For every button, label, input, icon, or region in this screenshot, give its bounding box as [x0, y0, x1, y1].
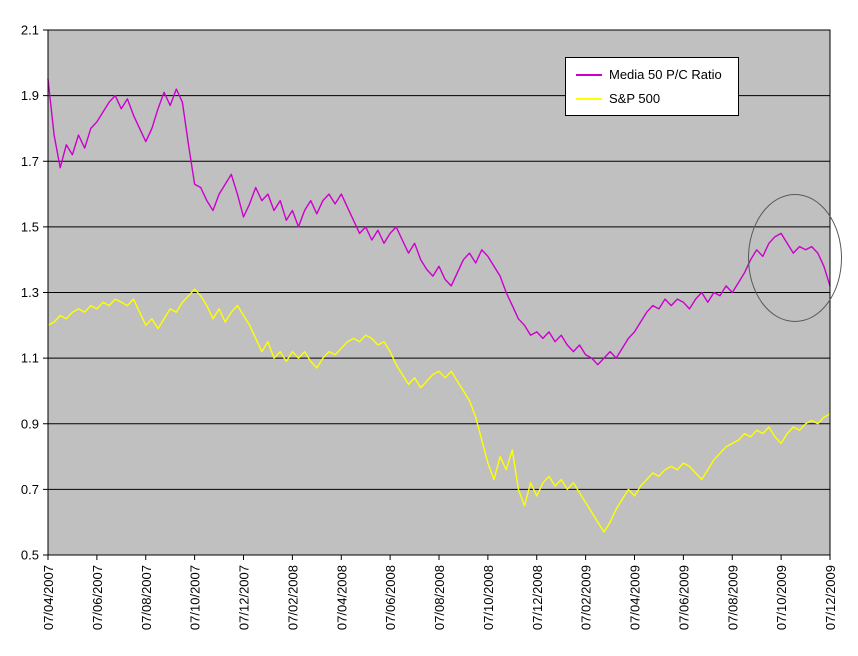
- legend-line-sample-yellow-icon: [576, 97, 602, 100]
- svg-text:07/08/2009: 07/08/2009: [725, 565, 740, 630]
- legend-label-sp500: S&P 500: [609, 91, 661, 106]
- svg-text:0.5: 0.5: [21, 548, 39, 563]
- svg-text:07/04/2009: 07/04/2009: [628, 565, 643, 630]
- svg-text:0.9: 0.9: [21, 416, 39, 431]
- svg-text:07/10/2008: 07/10/2008: [481, 565, 496, 630]
- svg-text:07/02/2008: 07/02/2008: [285, 565, 300, 630]
- legend-label-media-pc-ratio: Media 50 P/C Ratio: [609, 67, 722, 82]
- svg-text:1.5: 1.5: [21, 219, 39, 234]
- svg-text:1.9: 1.9: [21, 88, 39, 103]
- legend: Media 50 P/C Ratio S&P 500: [565, 57, 739, 116]
- svg-text:07/12/2008: 07/12/2008: [530, 565, 545, 630]
- svg-text:1.1: 1.1: [21, 351, 39, 366]
- annotation-ellipse: [748, 194, 842, 322]
- svg-text:07/06/2007: 07/06/2007: [90, 565, 105, 630]
- svg-text:1.3: 1.3: [21, 285, 39, 300]
- legend-line-sample-magenta-icon: [576, 73, 602, 76]
- svg-text:07/08/2008: 07/08/2008: [432, 565, 447, 630]
- svg-text:1.7: 1.7: [21, 154, 39, 169]
- svg-text:07/10/2009: 07/10/2009: [774, 565, 789, 630]
- svg-text:07/06/2008: 07/06/2008: [383, 565, 398, 630]
- svg-text:07/06/2009: 07/06/2009: [676, 565, 691, 630]
- svg-text:07/12/2009: 07/12/2009: [823, 565, 838, 630]
- svg-text:07/04/2007: 07/04/2007: [41, 565, 56, 630]
- svg-text:07/04/2008: 07/04/2008: [334, 565, 349, 630]
- svg-text:2.1: 2.1: [21, 23, 39, 38]
- svg-text:07/08/2007: 07/08/2007: [139, 565, 154, 630]
- svg-text:07/10/2007: 07/10/2007: [188, 565, 203, 630]
- legend-item-media-pc-ratio: Media 50 P/C Ratio: [576, 67, 722, 82]
- legend-item-sp500: S&P 500: [576, 91, 722, 106]
- svg-text:07/02/2009: 07/02/2009: [579, 565, 594, 630]
- svg-text:0.7: 0.7: [21, 482, 39, 497]
- svg-text:07/12/2007: 07/12/2007: [237, 565, 252, 630]
